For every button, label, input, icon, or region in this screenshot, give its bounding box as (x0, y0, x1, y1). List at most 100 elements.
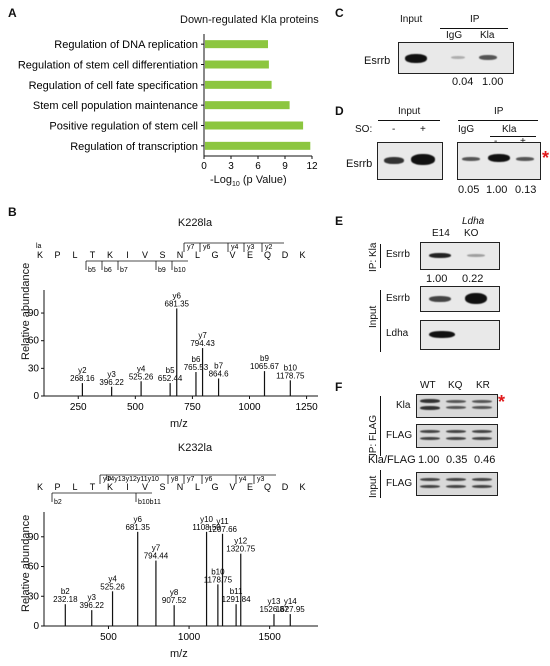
f-input-blot (416, 472, 498, 496)
sequence-residue: V (142, 482, 148, 492)
peak-ion-label: b11 (230, 587, 243, 596)
f-wt-label: WT (420, 380, 436, 391)
e-ldha-blot (420, 320, 500, 350)
chart-a-bar (205, 60, 269, 69)
peak-ion-label: y7 (198, 331, 207, 340)
sequence-residue: V (229, 482, 235, 492)
sequence-residue: V (229, 250, 235, 260)
f-ratio-1: 1.00 (418, 454, 440, 466)
sequence-residue: K (107, 482, 113, 492)
d-input-bracket (378, 120, 440, 121)
spectrum-2-ylabel: Relative abundance (20, 514, 32, 612)
sequence-residue: K (37, 250, 43, 260)
spectrum-ytick-label: 90 (28, 308, 40, 319)
sequence-residue: L (195, 482, 200, 492)
b-ion-label: b10b11 (138, 499, 161, 506)
d-igg-label: IgG (458, 124, 475, 135)
f-band-17 (472, 478, 492, 481)
e-band-2 (467, 254, 485, 257)
sequence-residue: T (90, 482, 96, 492)
f-band-3 (446, 400, 466, 403)
c-quant-1: 0.04 (452, 76, 474, 88)
peak-ion-label: b9 (260, 354, 269, 363)
e-quant-1: 1.00 (426, 273, 448, 285)
peak-mz-label: 1065.67 (250, 362, 279, 371)
spectrum-1-xlabel: m/z (170, 418, 188, 430)
d-quant-1: 0.05 (458, 184, 480, 196)
peak-ion-label: y4 (108, 574, 117, 583)
d-input-blot (377, 142, 443, 180)
f-band-7 (420, 430, 440, 433)
d-band-3 (462, 157, 480, 161)
sequence-residue: S (159, 250, 165, 260)
spectrum-ytick-label: 60 (28, 562, 40, 573)
spectrum-ytick-label: 0 (33, 621, 39, 632)
peak-ion-label: y3 (107, 370, 116, 379)
peak-ion-label: y4 (137, 364, 146, 373)
f-band-13 (420, 478, 440, 481)
sequence-residue: N (177, 250, 184, 260)
spectrum-xtick-label: 500 (100, 632, 117, 643)
b-ion-label: b9 (158, 267, 166, 274)
d-kla-label: Kla (502, 124, 517, 135)
peak-ion-label: b10 (211, 567, 225, 576)
chart-a-xtick-label: 0 (201, 161, 207, 172)
sequence-residue: D (282, 250, 289, 260)
chart-a-category-label: Regulation of stem cell differentiation (18, 60, 198, 72)
sequence-residue: G (211, 482, 218, 492)
peak-ion-label: y6 (173, 291, 182, 300)
panel-label-f: F (335, 380, 343, 394)
f-input-bracket (380, 470, 381, 498)
d-quant-2: 1.00 (486, 184, 508, 196)
peak-mz-label: 1526.87 (260, 605, 289, 614)
e-band-1 (429, 253, 451, 258)
peak-mz-label: 907.52 (162, 596, 187, 605)
c-ip-bracket (440, 28, 508, 29)
sequence-residue: Q (264, 250, 271, 260)
peak-mz-label: 232.18 (53, 595, 78, 604)
spectrum-2-title: K232la (177, 442, 213, 454)
d-plus-1: + (420, 124, 426, 135)
sequence-residue: P (54, 482, 60, 492)
f-ratio-3: 0.46 (474, 454, 496, 466)
sequence-residue: P (54, 250, 60, 260)
f-band-5 (472, 400, 492, 403)
f-ratio-2: 0.35 (446, 454, 468, 466)
chart-a-bar (205, 121, 304, 130)
sequence-residue: T (90, 250, 96, 260)
y-ion-label: y2 (265, 244, 273, 251)
chart-a: Regulation of DNA replication Regulation … (18, 34, 318, 172)
d-band-5 (516, 157, 534, 161)
e-band-3 (429, 296, 451, 302)
chart-a-category-label: Stem cell population maintenance (33, 100, 198, 112)
d-plus-2: + (520, 136, 526, 147)
d-minus-1: - (392, 124, 396, 135)
peak-mz-label: 1320.75 (226, 545, 255, 554)
peak-ion-label: y8 (170, 588, 179, 597)
b-ion-label: b7 (120, 267, 128, 274)
d-quant-3: 0.13 (515, 184, 537, 196)
d-so-label: SO: (355, 124, 373, 135)
d-band-4 (488, 154, 510, 162)
chart-a-title: Down-regulated Kla proteins (180, 14, 319, 26)
c-kla-label: Kla (480, 30, 495, 41)
y-ion-label: y14y13y12y11y10 (103, 476, 159, 483)
f-kla-label: Kla (396, 400, 411, 411)
chart-a-bar (205, 40, 268, 49)
peak-mz-label: 794.43 (190, 339, 215, 348)
f-band-1 (420, 399, 440, 403)
y-ion-label: y4 (239, 476, 247, 483)
peak-ion-label: b5 (166, 366, 175, 375)
f-kq-label: KQ (448, 380, 463, 391)
e-e14-label: E14 (432, 228, 450, 239)
peak-ion-label: y2 (78, 366, 87, 375)
c-esrrb-label: Esrrb (364, 55, 391, 67)
b-ion-label: b6 (104, 267, 112, 274)
peak-ion-label: y7 (152, 544, 161, 553)
chart-a-category-label: Positive regulation of stem cell (49, 121, 198, 133)
e-ip-kla-label: IP: Kla (368, 242, 379, 272)
peak-mz-label: 525.26 (100, 582, 125, 591)
c-band-kla (479, 55, 497, 60)
